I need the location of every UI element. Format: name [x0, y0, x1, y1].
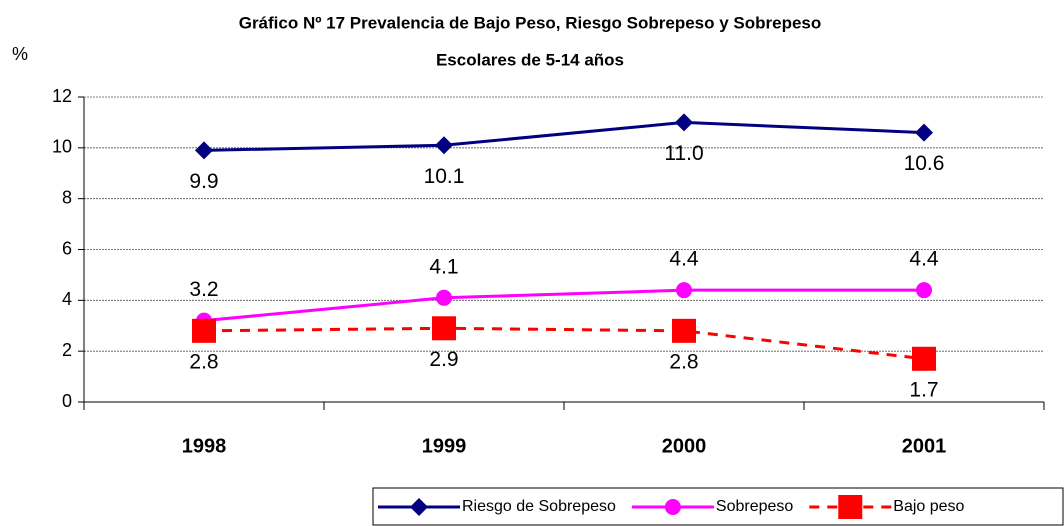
marker [410, 498, 428, 516]
y-tick-label: 12 [52, 86, 72, 106]
data-label: 11.0 [664, 142, 703, 165]
data-label: 4.1 [429, 255, 458, 278]
x-tick-label: 1999 [422, 435, 467, 457]
y-tick-label: 0 [62, 391, 72, 411]
marker [916, 282, 932, 299]
marker [675, 113, 693, 132]
data-label: 10.6 [904, 152, 945, 175]
y-axis-label: % [12, 44, 28, 64]
y-tick-label: 8 [62, 187, 72, 207]
legend-label: Sobrepeso [716, 498, 793, 515]
legend-box [372, 487, 1064, 526]
marker [838, 495, 863, 519]
marker [676, 282, 692, 299]
x-tick-label: 1998 [182, 435, 227, 457]
data-label: 4.4 [669, 248, 699, 271]
marker [435, 136, 453, 155]
marker [915, 123, 933, 142]
chart-subtitle: Escolares de 5-14 años [436, 50, 624, 69]
series-line [203, 288, 924, 323]
marker [432, 316, 456, 341]
y-tick-label: 2 [62, 340, 72, 360]
marker [672, 318, 696, 343]
marker [195, 141, 213, 160]
legend-label: Riesgo de Sobrepeso [462, 498, 616, 515]
y-tick-label: 6 [62, 238, 72, 258]
data-label: 4.4 [909, 248, 939, 271]
y-tick-label: 10 [52, 137, 72, 157]
x-tick-label: 2001 [902, 435, 947, 457]
marker [192, 318, 216, 343]
marker [436, 289, 452, 306]
data-label: 2.8 [189, 350, 218, 373]
series-line [203, 326, 925, 361]
data-label: 9.9 [189, 170, 218, 193]
marker [912, 346, 936, 371]
data-label: 2.8 [669, 350, 698, 373]
y-tick-label: 4 [62, 289, 72, 309]
data-label: 10.1 [424, 165, 465, 188]
data-label: 2.9 [429, 348, 458, 371]
series-line [203, 120, 925, 152]
legend-label: Bajo peso [893, 498, 964, 515]
data-label: 3.2 [189, 278, 218, 301]
chart-title: Gráfico Nº 17 Prevalencia de Bajo Peso, … [239, 13, 822, 32]
data-label: 1.7 [909, 378, 938, 401]
x-tick-label: 2000 [662, 435, 707, 457]
marker [664, 499, 681, 515]
